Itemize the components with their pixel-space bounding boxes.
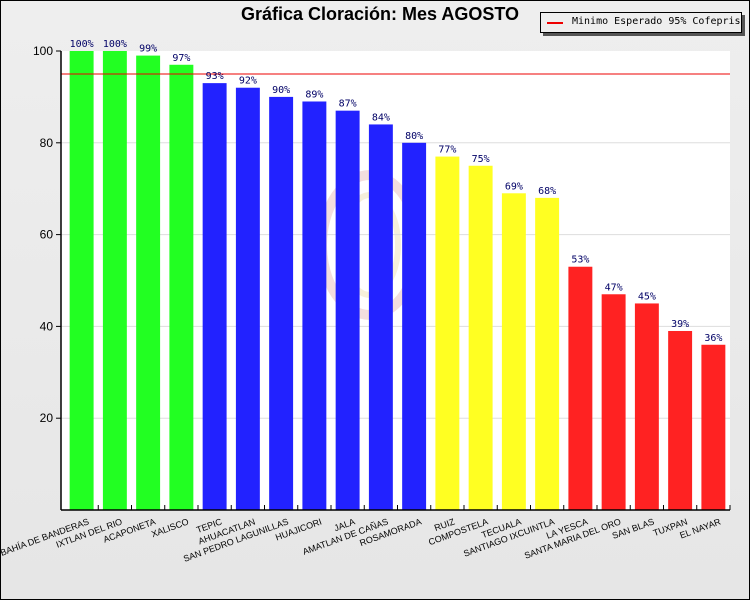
data-label: 84% (372, 112, 390, 123)
bar (102, 51, 127, 510)
data-label: 75% (472, 154, 490, 165)
data-label: 87% (339, 99, 357, 110)
y-tick-label: 20 (40, 411, 54, 425)
bar (269, 96, 294, 511)
bar (601, 294, 626, 510)
data-label: 100% (70, 39, 94, 50)
data-label: 68% (538, 186, 556, 197)
x-tick-label: XALISCO (150, 516, 190, 539)
y-tick-label: 100 (33, 44, 53, 58)
y-tick-label: 40 (40, 319, 54, 333)
bar (136, 55, 161, 511)
data-label: 47% (605, 282, 623, 293)
data-label: 100% (103, 39, 127, 50)
bar (402, 142, 427, 511)
bar (69, 51, 94, 510)
bar (701, 344, 726, 510)
data-label: 99% (139, 44, 157, 55)
bar (368, 124, 393, 510)
bar (169, 64, 194, 511)
bar (535, 197, 560, 510)
bar (235, 87, 260, 510)
data-label: 77% (438, 145, 456, 156)
bar (435, 156, 460, 510)
data-label: 69% (505, 181, 523, 192)
bar (302, 101, 327, 511)
data-label: 45% (638, 291, 656, 302)
bar (335, 110, 360, 511)
bar (501, 193, 526, 511)
legend: Minimo Esperado 95% Cofepris (540, 12, 742, 33)
y-tick-label: 80 (40, 136, 54, 150)
bar (468, 165, 493, 510)
bar (668, 330, 693, 510)
data-label: 90% (272, 85, 290, 96)
data-label: 89% (305, 89, 323, 100)
data-label: 93% (206, 71, 224, 82)
y-tick-label: 60 (40, 228, 54, 242)
data-label: 36% (704, 333, 722, 344)
data-label: 39% (671, 319, 689, 330)
plot-area (61, 51, 730, 510)
data-label: 53% (571, 255, 589, 266)
data-label: 97% (172, 53, 190, 64)
legend-label: Minimo Esperado 95% Cofepris (572, 16, 741, 27)
bar (568, 266, 593, 510)
data-label: 80% (405, 131, 423, 142)
bar (634, 303, 659, 510)
data-label: 92% (239, 76, 257, 87)
bar (202, 83, 227, 510)
chart-title: Gráfica Cloración: Mes AGOSTO (240, 4, 520, 24)
legend-swatch-red-line (547, 22, 563, 24)
